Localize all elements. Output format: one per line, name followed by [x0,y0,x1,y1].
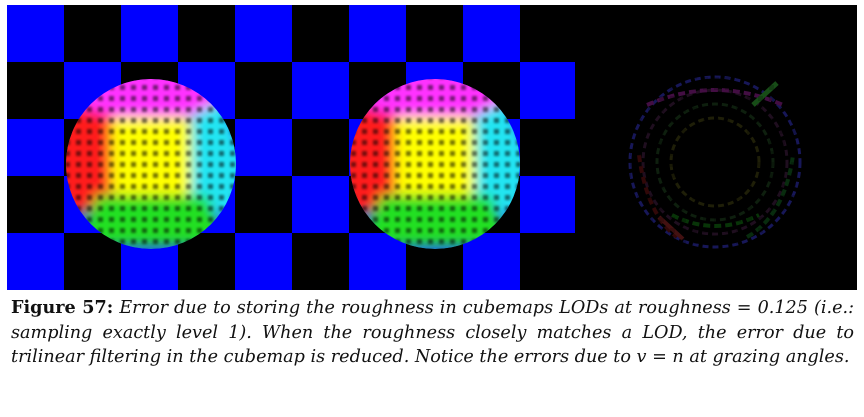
checker-tile [235,119,292,176]
checker-tile [463,5,520,62]
figure-label: Figure 57: [11,297,114,318]
checker-tile [64,233,121,290]
figure-caption-text: Error due to storing the roughness in cu… [11,298,854,367]
checker-tile [7,233,64,290]
checker-tile [520,176,575,233]
checker-tile [178,233,235,290]
checker-tile [349,233,406,290]
error-difference-panel [575,5,857,290]
checker-tile [406,5,463,62]
checker-tile [235,176,292,233]
checker-tile [235,233,292,290]
checkerboard-background [7,5,575,290]
checker-tile [178,5,235,62]
checker-tile [7,119,64,176]
checker-tile [292,119,349,176]
checker-tile [64,5,121,62]
checker-tile [520,119,575,176]
checker-tile [349,5,406,62]
checker-tile [520,233,575,290]
checker-tile [235,5,292,62]
checker-tile [292,5,349,62]
checker-tile [520,5,575,62]
checker-tile [292,62,349,119]
figure-caption: Figure 57: Error due to storing the roug… [11,296,854,370]
checker-tile [7,176,64,233]
sphere-reference [66,79,236,249]
checker-tile [7,62,64,119]
checker-tile [520,62,575,119]
rendered-spheres [7,5,857,290]
checker-tile [292,176,349,233]
checker-tile [7,5,64,62]
sphere-approximation [350,79,520,249]
checker-tile [463,233,520,290]
checker-tile [292,233,349,290]
checker-tile [121,5,178,62]
checker-tile [235,62,292,119]
figure-image [7,5,857,290]
